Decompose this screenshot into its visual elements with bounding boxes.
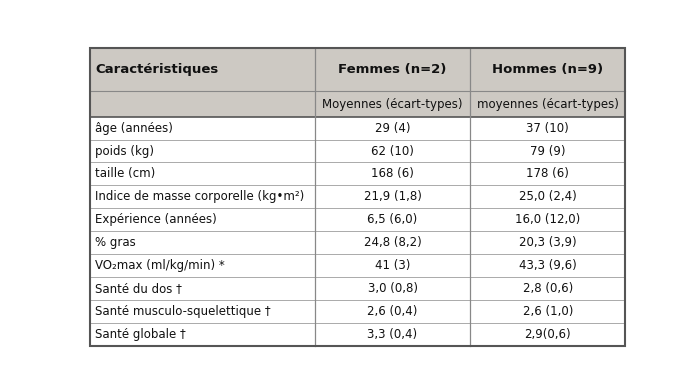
Bar bbox=[90, 185, 625, 208]
Text: âge (années): âge (années) bbox=[96, 122, 173, 135]
Text: poids (kg): poids (kg) bbox=[96, 145, 154, 158]
Bar bbox=[90, 140, 625, 163]
Text: 3,3 (0,4): 3,3 (0,4) bbox=[367, 328, 417, 340]
Text: 43,3 (9,6): 43,3 (9,6) bbox=[519, 259, 577, 272]
Text: Caractéristiques: Caractéristiques bbox=[96, 63, 218, 76]
Bar bbox=[90, 231, 625, 254]
Text: 24,8 (8,2): 24,8 (8,2) bbox=[364, 236, 422, 249]
Bar bbox=[90, 208, 625, 231]
Text: Moyennes (écart-types): Moyennes (écart-types) bbox=[322, 98, 463, 110]
Text: Santé globale †: Santé globale † bbox=[96, 328, 186, 340]
Text: VO₂max (ml/kg/min) *: VO₂max (ml/kg/min) * bbox=[96, 259, 225, 272]
Text: 25,0 (2,4): 25,0 (2,4) bbox=[519, 190, 577, 203]
Text: moyennes (écart-types): moyennes (écart-types) bbox=[477, 98, 619, 110]
Bar bbox=[90, 277, 625, 300]
Text: 6,5 (6,0): 6,5 (6,0) bbox=[367, 213, 417, 226]
Text: 2,8 (0,6): 2,8 (0,6) bbox=[523, 282, 573, 295]
Text: 16,0 (12,0): 16,0 (12,0) bbox=[515, 213, 581, 226]
Text: 41 (3): 41 (3) bbox=[375, 259, 410, 272]
Text: 2,6 (0,4): 2,6 (0,4) bbox=[367, 305, 417, 318]
Text: 168 (6): 168 (6) bbox=[371, 167, 414, 181]
Text: 29 (4): 29 (4) bbox=[375, 122, 410, 135]
Text: 21,9 (1,8): 21,9 (1,8) bbox=[364, 190, 422, 203]
Text: % gras: % gras bbox=[96, 236, 136, 249]
Bar bbox=[90, 323, 625, 346]
Text: 37 (10): 37 (10) bbox=[526, 122, 569, 135]
Bar bbox=[90, 117, 625, 140]
Bar bbox=[90, 163, 625, 185]
Text: Santé musculo-squelettique †: Santé musculo-squelettique † bbox=[96, 305, 271, 318]
Bar bbox=[90, 254, 625, 277]
Text: Indice de masse corporelle (kg•m²): Indice de masse corporelle (kg•m²) bbox=[96, 190, 304, 203]
Text: 79 (9): 79 (9) bbox=[530, 145, 565, 158]
Text: Femmes (n=2): Femmes (n=2) bbox=[339, 63, 447, 76]
Text: 3,0 (0,8): 3,0 (0,8) bbox=[368, 282, 417, 295]
Text: 62 (10): 62 (10) bbox=[371, 145, 414, 158]
Bar bbox=[90, 300, 625, 323]
Text: 2,6 (1,0): 2,6 (1,0) bbox=[523, 305, 573, 318]
Text: Hommes (n=9): Hommes (n=9) bbox=[492, 63, 603, 76]
Text: 20,3 (3,9): 20,3 (3,9) bbox=[519, 236, 577, 249]
Text: Santé du dos †: Santé du dos † bbox=[96, 282, 182, 295]
Text: Expérience (années): Expérience (années) bbox=[96, 213, 217, 226]
Text: taille (cm): taille (cm) bbox=[96, 167, 156, 181]
Text: 178 (6): 178 (6) bbox=[526, 167, 570, 181]
Text: 2,9(0,6): 2,9(0,6) bbox=[524, 328, 571, 340]
